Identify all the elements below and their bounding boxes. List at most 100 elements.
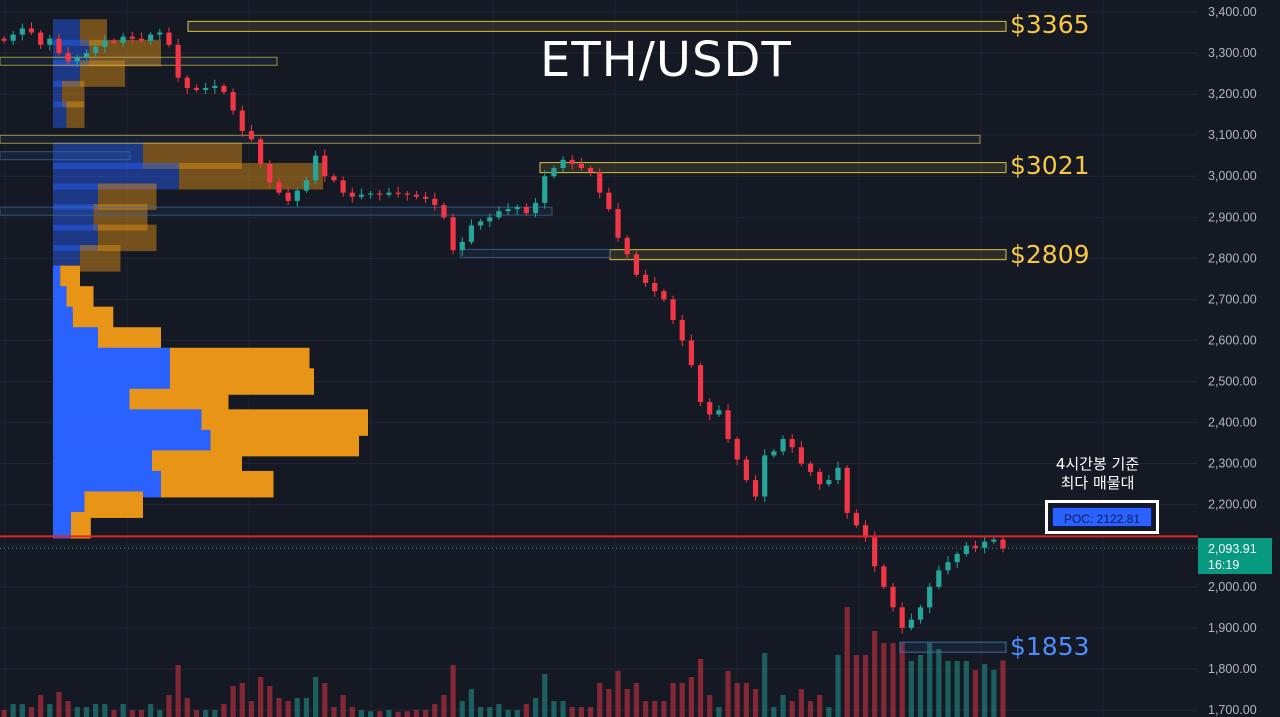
candle-body bbox=[468, 225, 475, 242]
volume-bar bbox=[835, 655, 841, 717]
candle-body bbox=[972, 545, 979, 548]
candle-body bbox=[881, 566, 887, 587]
level-box-minor bbox=[0, 56, 278, 66]
candle-body bbox=[193, 87, 200, 91]
candle-body bbox=[991, 539, 997, 542]
profile-bar-buy bbox=[53, 162, 179, 190]
poc-annotation: 4시간봉 기준 최다 매물대 bbox=[1040, 455, 1155, 493]
candle-body bbox=[184, 77, 190, 88]
volume-bar bbox=[358, 710, 365, 717]
candle-body bbox=[432, 198, 438, 205]
current-price-tag[interactable]: 2,093.91 16:19 bbox=[1198, 538, 1272, 574]
volume-bar bbox=[10, 704, 16, 717]
volume-bar bbox=[954, 661, 960, 717]
candle-body bbox=[807, 463, 814, 472]
profile-bar-buy bbox=[53, 204, 94, 231]
candle-body bbox=[633, 254, 639, 275]
candle-body bbox=[642, 274, 649, 283]
profile-bar-sell bbox=[98, 224, 157, 252]
level-label-3021: $3021 bbox=[1010, 151, 1090, 180]
price-axis[interactable]: 3,400.00 3,300.00 3,200.00 3,100.00 3,000.00… bbox=[1198, 0, 1280, 717]
volume-bar bbox=[780, 695, 786, 717]
price-tick-label: 2,800.00 bbox=[1208, 251, 1257, 265]
volume-bar bbox=[175, 665, 181, 717]
volume-bar bbox=[1000, 660, 1006, 717]
price-axis-background bbox=[1198, 0, 1280, 717]
poc-label-box[interactable]: POC: 2122.81 bbox=[1045, 500, 1159, 534]
volume-bar bbox=[881, 643, 887, 717]
volume-bar bbox=[221, 704, 227, 717]
volume-bar bbox=[395, 711, 401, 717]
volume-bar bbox=[743, 683, 749, 717]
volume-bar bbox=[441, 695, 447, 717]
level-label-1853: $1853 bbox=[1010, 632, 1090, 661]
candle-body bbox=[404, 193, 410, 195]
volume-bar bbox=[578, 707, 585, 717]
volume-profile bbox=[53, 19, 368, 539]
profile-bar-buy bbox=[53, 142, 143, 169]
candle-body bbox=[285, 192, 291, 201]
candle-body bbox=[148, 34, 154, 41]
volume-bar bbox=[239, 683, 245, 717]
volume-bar bbox=[991, 670, 997, 717]
level-box-minor bbox=[459, 248, 611, 258]
volume-bar bbox=[203, 710, 209, 717]
volume-bar bbox=[193, 710, 200, 717]
volume-bar bbox=[487, 707, 493, 717]
volume-bar bbox=[422, 710, 429, 717]
volume-bar bbox=[734, 683, 740, 717]
candle-body bbox=[835, 467, 841, 481]
volume-bar bbox=[972, 670, 979, 717]
volume-bar bbox=[313, 677, 319, 717]
profile-bar-sell bbox=[80, 245, 121, 272]
candle-body bbox=[368, 193, 374, 195]
level-boxes bbox=[0, 20, 1007, 653]
volume-bar bbox=[468, 689, 475, 717]
candle-body bbox=[1, 38, 7, 41]
volume-bar bbox=[459, 701, 465, 717]
volume-bar bbox=[148, 704, 154, 717]
volume-bar bbox=[129, 710, 135, 717]
volume-bar bbox=[532, 698, 539, 717]
volume-bar bbox=[853, 655, 859, 717]
volume-bar bbox=[432, 704, 438, 717]
volume-bar bbox=[826, 707, 832, 717]
level-box-minor bbox=[0, 151, 131, 161]
volume-bar bbox=[890, 643, 896, 717]
candle-body bbox=[441, 204, 447, 218]
candle-body bbox=[789, 439, 795, 448]
volume-bar bbox=[83, 707, 90, 717]
volume-bar bbox=[248, 701, 255, 717]
candle-body bbox=[422, 196, 429, 199]
candle-body bbox=[505, 209, 511, 212]
volume-bar bbox=[661, 701, 667, 717]
candle-body bbox=[111, 40, 117, 43]
level-box-minor bbox=[0, 134, 981, 144]
candle-body bbox=[661, 291, 667, 300]
volume-bar bbox=[688, 677, 694, 717]
candle-body bbox=[652, 282, 658, 292]
candle-body bbox=[890, 586, 896, 608]
volume-bar bbox=[138, 710, 145, 717]
volume-bar bbox=[945, 661, 951, 717]
candle-body bbox=[817, 471, 823, 485]
profile-bar-buy bbox=[53, 265, 61, 293]
volume-bar bbox=[697, 659, 704, 717]
volume-bar bbox=[917, 655, 924, 717]
volume-bar bbox=[102, 704, 108, 717]
volume-bar bbox=[551, 701, 557, 717]
candle-body bbox=[917, 607, 924, 620]
chart-title: ETH/USDT bbox=[540, 32, 792, 88]
candle-body bbox=[212, 85, 218, 88]
volume-bar bbox=[331, 707, 337, 717]
candle-body bbox=[597, 172, 603, 193]
price-tick-label: 1,700.00 bbox=[1208, 703, 1257, 717]
candle-body bbox=[771, 451, 777, 456]
price-tick-label: 2,600.00 bbox=[1208, 333, 1257, 347]
candle-body bbox=[340, 180, 346, 193]
candle-body bbox=[899, 607, 905, 628]
volume-bar bbox=[615, 671, 621, 717]
profile-bar-sell bbox=[80, 60, 125, 87]
volume-bar bbox=[450, 665, 456, 717]
